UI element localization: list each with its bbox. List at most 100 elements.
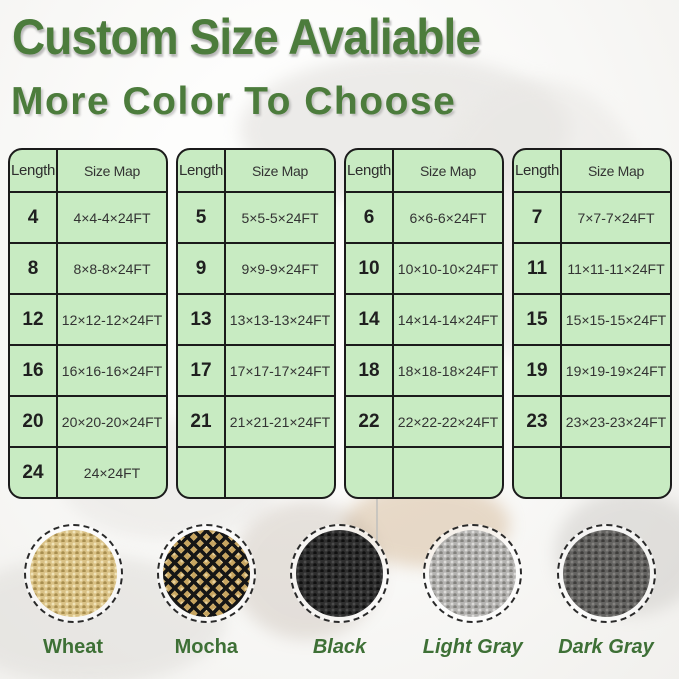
swatch-wheat: Wheat — [12, 524, 134, 659]
color-swatches-row: Wheat Mocha Black Light Gray Dark Gray — [0, 524, 679, 659]
swatch-label: Mocha — [174, 636, 238, 658]
swatch-light-gray: Light Gray — [412, 524, 534, 659]
swatch-circle-dark-gray — [556, 524, 656, 623]
length-cell: 22 — [346, 397, 394, 446]
length-cell: 14 — [346, 295, 394, 344]
length-cell: 9 — [178, 244, 226, 293]
size-map-cell: 7×7-7×24FT — [577, 209, 655, 226]
swatch-label: Dark Gray — [558, 636, 654, 658]
table-row: 20 20×20-20×24FT — [10, 395, 166, 446]
size-map-column-header: Size Map — [252, 162, 308, 179]
length-cell: 8 — [10, 244, 58, 293]
table-row: 10 10×10-10×24FT — [346, 242, 502, 293]
size-map-cell — [394, 448, 502, 497]
size-map-cell: 13×13-13×24FT — [229, 311, 331, 328]
swatch-circle-light-gray — [423, 524, 523, 623]
table-row — [178, 446, 334, 497]
size-map-cell: 9×9-9×24FT — [241, 260, 319, 277]
table-row — [514, 446, 670, 497]
table-row: 11 11×11-11×24FT — [514, 242, 670, 293]
table-row: 8 8×8-8×24FT — [10, 242, 166, 293]
size-map-cell: 4×4-4×24FT — [73, 209, 151, 226]
length-cell: 15 — [514, 295, 562, 344]
size-map-cell: 22×22-22×24FT — [397, 413, 499, 430]
length-column-header: Length — [178, 150, 226, 191]
length-cell: 19 — [514, 346, 562, 395]
table-row: 13 13×13-13×24FT — [178, 293, 334, 344]
swatch-label: Wheat — [43, 636, 103, 658]
size-map-column-header: Size Map — [420, 162, 476, 179]
table-row: 23 23×23-23×24FT — [514, 395, 670, 446]
size-map-cell: 19×19-19×24FT — [565, 362, 667, 379]
length-cell: 21 — [178, 397, 226, 446]
size-map-cell: 18×18-18×24FT — [397, 362, 499, 379]
table-row: 4 4×4-4×24FT — [10, 191, 166, 242]
table-row: 19 19×19-19×24FT — [514, 344, 670, 395]
table-row: 14 14×14-14×24FT — [346, 293, 502, 344]
swatch-dark-gray: Dark Gray — [545, 524, 667, 659]
length-cell: 23 — [514, 397, 562, 446]
size-map-cell: 14×14-14×24FT — [397, 311, 499, 328]
size-table: Length Size Map 7 7×7-7×24FT 11 11×11-11×24FT… — [512, 148, 672, 499]
size-map-cell: 6×6-6×24FT — [409, 209, 487, 226]
size-map-cell: 16×16-16×24FT — [61, 362, 163, 379]
background-cord-line — [376, 498, 378, 560]
table-row: 15 15×15-15×24FT — [514, 293, 670, 344]
table-row: 7 7×7-7×24FT — [514, 191, 670, 242]
fabric-sample-mocha — [162, 530, 250, 617]
length-cell: 13 — [178, 295, 226, 344]
table-row: 9 9×9-9×24FT — [178, 242, 334, 293]
length-cell: 11 — [514, 244, 562, 293]
fabric-sample-wheat — [29, 530, 117, 617]
table-header-row: Length Size Map — [178, 150, 334, 191]
length-cell: 18 — [346, 346, 394, 395]
length-column-header: Length — [10, 150, 58, 191]
size-map-column-header: Size Map — [84, 162, 140, 179]
page-subtitle: More Color To Choose — [11, 80, 457, 123]
size-tables-row: Length Size Map 4 4×4-4×24FT 8 8×8-8×24FT 12 12… — [8, 148, 672, 499]
size-map-cell: 23×23-23×24FT — [565, 413, 667, 430]
size-map-cell — [226, 448, 334, 497]
page-title: Custom Size Avaliable — [12, 9, 481, 65]
size-map-cell: 15×15-15×24FT — [565, 311, 667, 328]
table-row: 5 5×5-5×24FT — [178, 191, 334, 242]
length-cell: 10 — [346, 244, 394, 293]
size-map-cell: 8×8-8×24FT — [73, 260, 151, 277]
table-row: 6 6×6-6×24FT — [346, 191, 502, 242]
table-row: 24 24×24FT — [10, 446, 166, 497]
table-row: 18 18×18-18×24FT — [346, 344, 502, 395]
size-map-cell: 24×24FT — [83, 464, 141, 481]
length-column-header: Length — [346, 150, 394, 191]
size-table: Length Size Map 5 5×5-5×24FT 9 9×9-9×24FT 13 13… — [176, 148, 336, 499]
size-map-cell — [562, 448, 670, 497]
table-row: 12 12×12-12×24FT — [10, 293, 166, 344]
fabric-sample-dark-gray — [562, 530, 650, 617]
length-cell — [178, 448, 226, 497]
size-map-cell: 21×21-21×24FT — [229, 413, 331, 430]
length-column-header: Length — [514, 150, 562, 191]
table-row — [346, 446, 502, 497]
size-table: Length Size Map 4 4×4-4×24FT 8 8×8-8×24FT 12 12… — [8, 148, 168, 499]
length-cell: 24 — [10, 448, 58, 497]
swatch-black: Black — [279, 524, 401, 659]
length-cell — [346, 448, 394, 497]
length-cell: 7 — [514, 193, 562, 242]
swatch-mocha: Mocha — [145, 524, 267, 659]
size-map-cell: 20×20-20×24FT — [61, 413, 163, 430]
length-cell: 6 — [346, 193, 394, 242]
length-cell: 12 — [10, 295, 58, 344]
swatch-label: Black — [312, 636, 367, 658]
length-cell: 17 — [178, 346, 226, 395]
table-row: 21 21×21-21×24FT — [178, 395, 334, 446]
size-map-cell: 12×12-12×24FT — [61, 311, 163, 328]
table-row: 17 17×17-17×24FT — [178, 344, 334, 395]
length-cell — [514, 448, 562, 497]
table-row: 16 16×16-16×24FT — [10, 344, 166, 395]
table-header-row: Length Size Map — [514, 150, 670, 191]
swatch-circle-wheat — [23, 524, 123, 623]
length-cell: 4 — [10, 193, 58, 242]
fabric-sample-light-gray — [429, 530, 517, 617]
table-header-row: Length Size Map — [10, 150, 166, 191]
swatch-label: Light Gray — [422, 636, 523, 658]
